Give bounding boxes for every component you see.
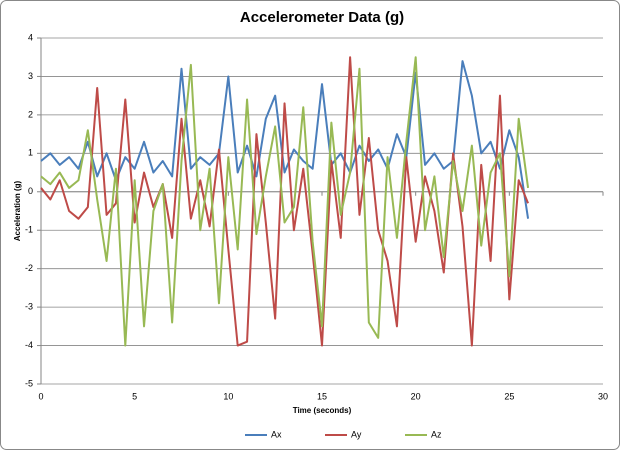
y-tick-label: 2 (28, 109, 33, 119)
y-tick-label: -1 (25, 225, 33, 235)
legend-label: Ay (351, 429, 362, 439)
y-tick-label: -2 (25, 263, 33, 273)
y-tick-label: 0 (28, 186, 33, 196)
y-tick-label: -3 (25, 301, 33, 311)
x-tick-label: 25 (504, 391, 514, 401)
x-tick-label: 5 (132, 391, 137, 401)
y-tick-label: 1 (28, 148, 33, 158)
x-tick-label: 10 (223, 391, 233, 401)
x-tick-label: 0 (38, 391, 43, 401)
legend-label: Ax (271, 429, 282, 439)
y-tick-label: 3 (28, 71, 33, 81)
y-tick-label: 4 (28, 32, 33, 42)
x-tick-label: 15 (317, 391, 327, 401)
legend-label: Az (431, 429, 442, 439)
y-tick-label: -5 (25, 378, 33, 388)
x-axis-title: Time (seconds) (293, 406, 352, 415)
series-line (40, 60, 530, 219)
x-tick-label: 20 (411, 391, 421, 401)
y-axis-title: Acceleration (g) (13, 180, 22, 241)
x-tick-label: 30 (598, 391, 608, 401)
series-line (40, 56, 530, 347)
chart-title: Accelerometer Data (g) (240, 9, 404, 26)
y-tick-label: -4 (25, 340, 33, 350)
